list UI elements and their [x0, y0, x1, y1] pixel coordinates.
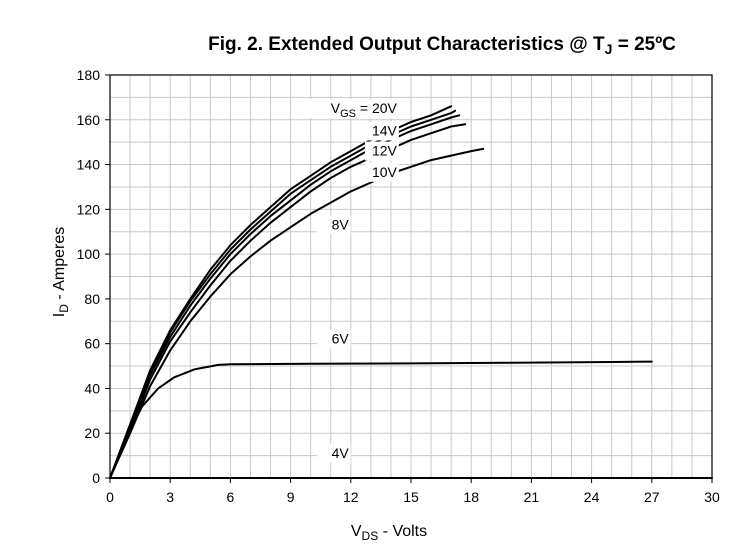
- y-tick-label: 0: [92, 470, 100, 486]
- y-tick-label: 120: [77, 201, 101, 217]
- curve-vgs-12v: [109, 114, 461, 479]
- curve-label-bg: [364, 141, 399, 161]
- curve-label-bg: [302, 99, 395, 119]
- x-axis-label: VDS - Volts: [351, 523, 427, 543]
- curve-vgs-14v: [109, 109, 457, 479]
- x-tick-labels: 0 3 6 9 12 15 18 21 24 27 30: [106, 478, 720, 505]
- y-tick-label: 180: [77, 67, 101, 83]
- curve-label-vgs-10v: 10V: [372, 164, 398, 180]
- curve-vgs-20v: [109, 105, 453, 479]
- x-tick-label: 3: [166, 489, 174, 505]
- curve-label-bg: [364, 121, 399, 141]
- y-tick-label: 20: [84, 425, 100, 441]
- curve-label-vgs-8v: 8V: [332, 216, 350, 232]
- y-tick-labels: 0 20 40 60 80 100 120 140 160 180: [77, 67, 110, 486]
- curve-vgs-6v: [109, 360, 653, 479]
- x-tick-label: 9: [287, 489, 295, 505]
- grid-lines: [110, 75, 712, 478]
- curve-label-vgs-12v: 12V: [372, 143, 398, 159]
- y-tick-label: 40: [84, 380, 100, 396]
- x-tick-label: 0: [106, 489, 114, 505]
- curve-label-bg: [316, 215, 351, 235]
- y-tick-label: 100: [77, 246, 101, 262]
- x-tick-label: 6: [227, 489, 235, 505]
- x-tick-label: 27: [644, 489, 660, 505]
- y-tick-label: 80: [84, 291, 100, 307]
- x-tick-label: 12: [343, 489, 359, 505]
- curve-label-vgs-14v: 14V: [372, 122, 398, 138]
- chart-title: Fig. 2. Extended Output Characteristics …: [208, 34, 676, 57]
- curve-labels: VGS = 20V 14V 12V 10V 8V 6V 4V: [302, 99, 399, 463]
- x-tick-label: 18: [463, 489, 479, 505]
- x-tick-label: 30: [704, 489, 720, 505]
- y-axis-label: ID - Amperes: [51, 227, 71, 317]
- y-tick-label: 160: [77, 112, 101, 128]
- x-tick-label: 21: [524, 489, 540, 505]
- x-tick-label: 24: [584, 489, 600, 505]
- curve-label-bg: [316, 329, 351, 349]
- y-tick-label: 60: [84, 336, 100, 352]
- y-tick-label: 140: [77, 157, 101, 173]
- curve-vgs-10v: [109, 123, 467, 479]
- curve-vgs-8v: [109, 147, 485, 479]
- curve-label-bg: [316, 443, 351, 463]
- curve-label-bg: [364, 162, 399, 182]
- curve-label-vgs-6v: 6V: [332, 331, 350, 347]
- x-tick-label: 15: [403, 489, 419, 505]
- curve-label-vgs-4v: 4V: [332, 445, 350, 461]
- curve-label-vgs-20v: VGS = 20V: [331, 100, 398, 120]
